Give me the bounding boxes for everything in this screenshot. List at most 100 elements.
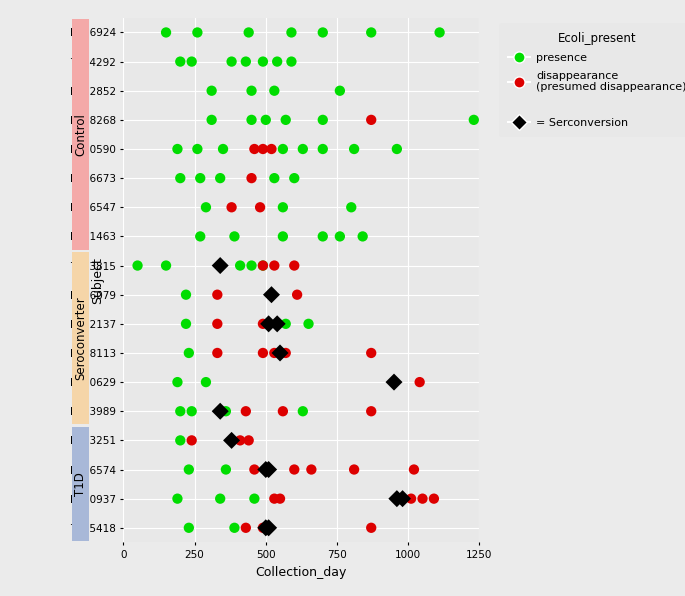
- Point: [206, 115, 217, 125]
- Point: [184, 465, 195, 474]
- Point: [275, 494, 286, 504]
- Point: [186, 406, 197, 416]
- Point: [206, 86, 217, 95]
- Point: [226, 57, 237, 66]
- Point: [349, 465, 360, 474]
- Point: [260, 523, 271, 533]
- Point: [303, 319, 314, 328]
- Point: [229, 232, 240, 241]
- Point: [280, 319, 291, 328]
- Point: [269, 173, 279, 183]
- Point: [258, 261, 269, 271]
- Point: [269, 494, 279, 504]
- Point: [249, 144, 260, 154]
- Point: [172, 144, 183, 154]
- Point: [212, 348, 223, 358]
- Point: [260, 465, 271, 474]
- Point: [260, 465, 271, 474]
- Text: Seroconverter: Seroconverter: [74, 297, 87, 380]
- Point: [266, 290, 277, 299]
- Point: [317, 144, 328, 154]
- Point: [172, 377, 183, 387]
- Text: Control: Control: [74, 113, 87, 156]
- Point: [181, 290, 192, 299]
- Point: [272, 57, 283, 66]
- Point: [286, 27, 297, 37]
- Point: [292, 290, 303, 299]
- Point: [263, 523, 274, 533]
- Point: [277, 203, 288, 212]
- Point: [317, 115, 328, 125]
- Point: [366, 27, 377, 37]
- Point: [195, 173, 206, 183]
- Point: [240, 406, 251, 416]
- Point: [266, 144, 277, 154]
- Point: [172, 494, 183, 504]
- Point: [249, 494, 260, 504]
- Point: [240, 57, 251, 66]
- Point: [391, 494, 402, 504]
- Point: [184, 348, 195, 358]
- Point: [258, 57, 269, 66]
- Point: [260, 115, 271, 125]
- Point: [469, 115, 479, 125]
- Text: Subject: Subject: [91, 257, 103, 303]
- Point: [246, 173, 257, 183]
- Point: [366, 348, 377, 358]
- Point: [414, 377, 425, 387]
- Point: [275, 348, 286, 358]
- Point: [235, 261, 246, 271]
- Point: [397, 494, 408, 504]
- Point: [212, 290, 223, 299]
- Point: [255, 203, 266, 212]
- Point: [297, 144, 308, 154]
- Point: [258, 348, 269, 358]
- Point: [334, 232, 345, 241]
- Point: [406, 494, 416, 504]
- Point: [434, 27, 445, 37]
- Point: [258, 261, 269, 271]
- Point: [226, 203, 237, 212]
- Point: [277, 232, 288, 241]
- Point: [289, 173, 300, 183]
- Point: [289, 261, 300, 271]
- Point: [349, 144, 360, 154]
- Point: [235, 436, 246, 445]
- Point: [289, 465, 300, 474]
- Point: [201, 377, 212, 387]
- Point: [160, 261, 171, 271]
- Point: [160, 27, 171, 37]
- Point: [195, 232, 206, 241]
- Point: [297, 406, 308, 416]
- Point: [175, 173, 186, 183]
- Point: [317, 232, 328, 241]
- Point: [218, 144, 229, 154]
- Point: [249, 465, 260, 474]
- Point: [246, 115, 257, 125]
- Point: [334, 86, 345, 95]
- X-axis label: Collection_day: Collection_day: [256, 566, 347, 579]
- Point: [263, 465, 274, 474]
- Point: [214, 494, 225, 504]
- Point: [201, 203, 212, 212]
- Point: [391, 144, 402, 154]
- Point: [214, 261, 225, 271]
- Point: [221, 465, 232, 474]
- Point: [229, 523, 240, 533]
- Point: [226, 436, 237, 445]
- Point: [221, 406, 232, 416]
- Text: T1D: T1D: [74, 472, 87, 496]
- Point: [258, 319, 269, 328]
- Point: [346, 203, 357, 212]
- Point: [260, 465, 271, 474]
- Point: [246, 86, 257, 95]
- Point: [306, 465, 317, 474]
- Point: [132, 261, 143, 271]
- Point: [212, 319, 223, 328]
- Point: [357, 232, 368, 241]
- Point: [258, 523, 269, 533]
- Point: [366, 523, 377, 533]
- Legend: presence, disappearance
(presumed disappearance), , = Serconversion: presence, disappearance (presumed disapp…: [499, 23, 685, 137]
- Point: [258, 144, 269, 154]
- Point: [175, 406, 186, 416]
